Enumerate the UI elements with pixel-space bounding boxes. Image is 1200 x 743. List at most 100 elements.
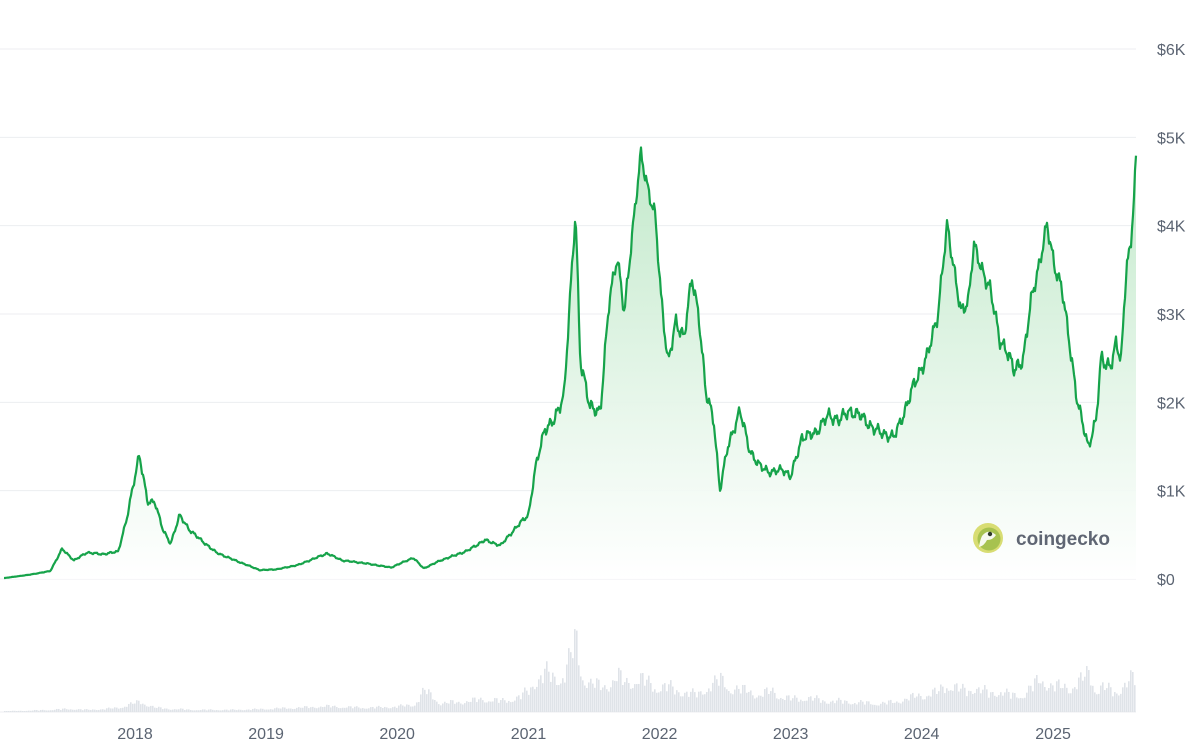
volume-bar — [466, 701, 468, 712]
y-tick-label: $6K — [1157, 42, 1186, 59]
volume-bar — [674, 694, 676, 712]
volume-bar — [1068, 693, 1070, 712]
volume-bar — [848, 703, 850, 712]
volume-bar — [806, 700, 808, 712]
volume-bar — [608, 691, 610, 712]
volume-bar — [392, 707, 394, 712]
volume-bar — [962, 683, 964, 712]
volume-bar — [686, 691, 688, 712]
volume-bar — [538, 679, 540, 712]
volume-bar — [756, 697, 758, 712]
volume-bar — [850, 704, 852, 712]
volume-bar — [258, 709, 260, 712]
volume-bar — [930, 696, 932, 712]
volume-bar — [22, 710, 24, 712]
volume-bar — [438, 704, 440, 712]
volume-bar — [232, 709, 234, 712]
volume-bar — [102, 709, 104, 712]
y-tick-label: $1K — [1157, 484, 1186, 501]
volume-bar — [1022, 698, 1024, 712]
volume-bar — [680, 696, 682, 712]
volume-bar — [982, 689, 984, 712]
volume-bar — [590, 678, 592, 712]
volume-bar — [362, 708, 364, 712]
volume-bar — [788, 695, 790, 712]
volume-bar — [834, 703, 836, 712]
volume-bar — [978, 687, 980, 712]
volume-bar — [284, 707, 286, 712]
volume-bar — [880, 703, 882, 712]
volume-bar — [386, 707, 388, 712]
volume-bar — [908, 700, 910, 712]
volume-bar — [280, 708, 282, 712]
volume-bar — [726, 689, 728, 712]
volume-bar — [228, 710, 230, 712]
y-tick-label: $5K — [1157, 130, 1186, 147]
volume-bar — [896, 701, 898, 712]
volume-bar — [728, 691, 730, 712]
volume-bar — [924, 699, 926, 712]
volume-bar — [1098, 693, 1100, 712]
volume-bar — [504, 700, 506, 712]
volume-bar — [898, 702, 900, 712]
volume-bar — [766, 687, 768, 712]
volume-bar — [156, 707, 158, 712]
volume-bar — [406, 704, 408, 712]
volume-bar — [326, 704, 328, 712]
volume-bar — [168, 709, 170, 712]
volume-bar — [644, 685, 646, 712]
volume-bar — [200, 710, 202, 712]
volume-bar — [708, 688, 710, 712]
volume-bar — [968, 690, 970, 712]
volume-bar — [382, 708, 384, 712]
volume-bar — [578, 665, 580, 712]
volume-bar — [166, 708, 168, 712]
volume-bar — [972, 693, 974, 712]
volume-bar — [354, 706, 356, 712]
volume-bar — [740, 693, 742, 712]
volume-bar — [498, 702, 500, 712]
volume-bar — [92, 709, 94, 712]
volume-bar — [926, 696, 928, 712]
volume-bar — [322, 707, 324, 712]
y-axis: $0 $1K $2K $3K $4K $5K $6K — [1157, 42, 1186, 589]
volume-bar — [768, 694, 770, 712]
volume-bar — [1120, 693, 1122, 712]
volume-bar — [1072, 688, 1074, 712]
volume-bar — [690, 691, 692, 712]
volume-bar — [206, 710, 208, 712]
volume-bar — [460, 703, 462, 712]
volume-bar — [18, 710, 20, 712]
volume-bar — [598, 679, 600, 712]
volume-bar — [380, 707, 382, 712]
volume-bar — [216, 710, 218, 712]
volume-bar — [782, 698, 784, 712]
coingecko-watermark: coingecko — [973, 523, 1110, 553]
volume-bar — [742, 684, 744, 712]
volume-bar — [164, 708, 166, 712]
volume-bar — [1002, 695, 1004, 712]
volume-bar — [482, 700, 484, 712]
volume-bar — [712, 682, 714, 712]
volume-bar — [120, 708, 122, 712]
volume-bar — [1102, 682, 1104, 712]
volume-bar — [496, 698, 498, 712]
y-tick-label: $3K — [1157, 307, 1186, 324]
volume-bar — [1090, 685, 1092, 712]
volume-bar — [662, 684, 664, 712]
volume-bar — [822, 700, 824, 712]
volume-bar — [192, 710, 194, 712]
volume-bar — [910, 694, 912, 712]
volume-bar — [796, 697, 798, 712]
volume-bar — [904, 698, 906, 712]
volume-bar — [336, 707, 338, 712]
volume-bar — [82, 710, 84, 712]
volume-bar — [78, 709, 80, 712]
volume-bar — [612, 680, 614, 712]
volume-bar — [1062, 688, 1064, 712]
volume-bar — [376, 706, 378, 712]
volume-bar — [984, 685, 986, 712]
volume-bar — [1046, 690, 1048, 712]
volume-bar — [490, 701, 492, 712]
